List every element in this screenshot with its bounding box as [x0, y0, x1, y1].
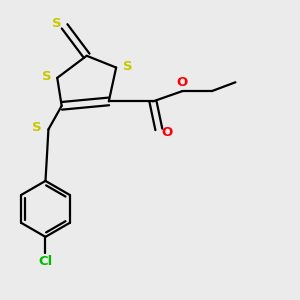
Text: O: O — [177, 76, 188, 89]
Text: S: S — [52, 17, 62, 31]
Text: S: S — [122, 60, 132, 73]
Text: S: S — [42, 70, 52, 83]
Text: S: S — [32, 122, 42, 134]
Text: O: O — [161, 126, 173, 139]
Text: Cl: Cl — [38, 255, 52, 268]
